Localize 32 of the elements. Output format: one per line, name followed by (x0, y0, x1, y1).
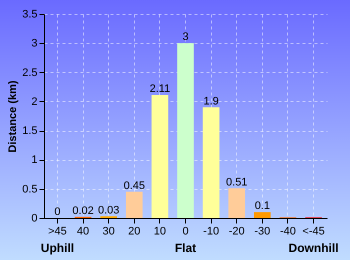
x-tick-label: <-45 (302, 226, 325, 238)
text: Downhill (288, 241, 339, 255)
x-tick-label: 40 (76, 226, 90, 238)
x-tick-label: 20 (128, 226, 140, 238)
y-tick-label: 2.5 (22, 66, 38, 79)
x-tick-label: >45 (48, 226, 67, 238)
data-label: 0.51 (226, 176, 248, 188)
y-axis-title: Distance (km) (7, 80, 20, 153)
data-label: 1.9 (203, 95, 219, 108)
data-label: 3 (182, 31, 189, 44)
data-label: 0.1 (254, 200, 270, 212)
x-tick-label: 0 (182, 226, 189, 238)
y-tick-label: 0 (31, 212, 38, 224)
x-tick-label: -40 (280, 226, 296, 238)
x-tick-label: -20 (228, 226, 245, 238)
data-label: 0.03 (98, 204, 120, 216)
text: Flat (174, 241, 196, 255)
y-tick-label: 3 (31, 38, 38, 50)
y-tick-label: 1 (31, 154, 38, 166)
y-tick-label: 2 (31, 96, 38, 108)
x-tick-label: -10 (203, 226, 220, 238)
text: Uphill (40, 241, 74, 255)
data-label: 0.02 (72, 204, 94, 217)
x-tick-label: 30 (102, 226, 115, 238)
x-tick-label: 10 (154, 226, 166, 238)
data-label: 0.45 (124, 180, 145, 192)
y-tick-label: 1.5 (22, 125, 38, 138)
data-label: 0 (54, 206, 61, 218)
data-label: 2.11 (150, 83, 170, 96)
y-tick-label: 3.5 (22, 8, 38, 20)
y-tick-label: 0.5 (22, 183, 38, 196)
x-tick-label: -30 (254, 226, 270, 238)
